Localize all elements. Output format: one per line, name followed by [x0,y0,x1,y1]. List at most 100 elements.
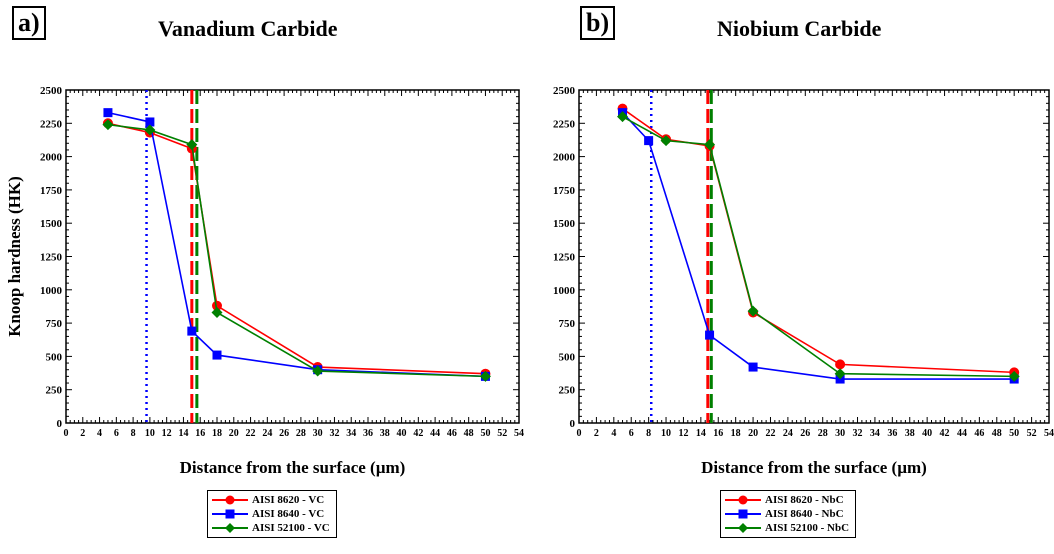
panel-title-b: Niobium Carbide [717,16,882,41]
x-tick-label: 42 [413,428,423,439]
legend-label: AISI 8620 - VC [252,494,325,506]
x-tick-label: 18 [212,428,222,439]
x-tick-label: 4 [97,428,102,439]
legend-swatch-diamond [212,523,248,533]
legend-label: AISI 52100 - NbC [765,522,850,534]
legend-item-8620: AISI 8620 - VC [212,493,330,507]
legend-label: AISI 8620 - NbC [765,494,844,506]
y-tick-label: 750 [559,318,576,330]
data-point [705,330,715,340]
data-point [212,300,222,311]
x-tick-label: 50 [480,428,490,439]
y-tick-label: 1000 [40,285,63,297]
y-tick-label: 0 [57,418,63,430]
legend-item-8640: AISI 8640 - NbC [725,507,849,521]
series-line [622,115,1015,378]
x-tick-label: 46 [974,428,984,439]
series-line [621,112,1015,380]
x-tick-label: 16 [713,428,723,439]
y-tick-label: 500 [46,351,63,363]
legend-a: AISI 8620 - VC AISI 8640 - VC AISI 52100… [207,490,337,538]
legend-item-8640: AISI 8640 - VC [212,507,330,521]
y-tick-label: 750 [46,318,63,330]
x-tick-label: 38 [905,428,915,439]
data-point [187,326,197,336]
series-line [622,107,1015,374]
x-tick-label: 24 [262,428,272,439]
x-tick-label: 32 [329,428,339,439]
x-tick-label: 10 [661,428,671,439]
y-tick-label: 2000 [40,152,63,164]
series-line [107,111,486,378]
x-tick-label: 12 [162,428,172,439]
legend-item-8620: AISI 8620 - NbC [725,493,849,507]
data-point [617,111,629,123]
data-point [704,139,716,151]
x-tick-label: 48 [464,428,474,439]
x-tick-label: 20 [748,428,758,439]
x-tick-label: 16 [195,428,205,439]
panel-b: b) Niobium Carbide 0 2 4 6 8 10 12 14 16 18 20 22 24… [527,0,1054,554]
x-tick-label: 28 [818,428,828,439]
y-axis-label: Knoop hardness (HK) [5,176,24,337]
y-tick-label: 0 [570,418,576,430]
x-tick-label: 28 [296,428,306,439]
x-tick-label: 8 [646,428,651,439]
x-tick-label: 50 [1009,428,1019,439]
data-point [145,117,155,127]
x-tick-label: 8 [131,428,136,439]
series-line [107,123,486,378]
legend-label: AISI 8640 - NbC [765,508,844,520]
legend-swatch-circle [212,495,248,505]
x-tick-label: 52 [497,428,507,439]
legend-swatch-square [725,509,761,519]
x-tick-label: 44 [430,428,440,439]
x-tick-label: 18 [731,428,741,439]
y-tick-label: 2000 [553,152,576,164]
x-tick-label: 36 [887,428,897,439]
x-tick-label: 6 [114,428,119,439]
x-tick-label: 26 [279,428,289,439]
x-tick-label: 48 [992,428,1002,439]
panel-label-a: a) [12,6,46,40]
x-tick-label: 20 [229,428,239,439]
x-tick-label: 0 [577,428,582,439]
x-tick-label: 30 [835,428,845,439]
legend-label: AISI 52100 - VC [252,522,330,534]
x-tick-label: 34 [346,428,356,439]
x-tick-label: 44 [957,428,967,439]
data-point [212,350,222,360]
data-point [644,136,654,146]
legend-item-52100: AISI 52100 - NbC [725,521,849,535]
y-tick-label: 2250 [553,118,576,130]
x-tick-label: 6 [629,428,634,439]
y-tick-label: 250 [559,385,576,397]
x-tick-label: 32 [853,428,863,439]
y-tick-label: 1250 [553,252,576,264]
data-point [1008,370,1020,382]
legend-swatch-circle [725,495,761,505]
y-tick-label: 2250 [40,118,63,130]
x-tick-label: 46 [447,428,457,439]
x-tick-label: 2 [80,428,85,439]
x-tick-label: 14 [178,428,188,439]
x-tick-label: 2 [594,428,599,439]
y-tick-label: 1250 [40,252,63,264]
y-tick-label: 1750 [553,185,576,197]
chart-vanadium-carbide: 0 2 4 6 8 10 12 14 16 18 20 22 24 26 28 30 32 34 36 38 40 42 4… [5,85,524,477]
x-tick-label: 34 [870,428,880,439]
x-tick-label: 4 [611,428,616,439]
x-tick-label: 22 [765,428,775,439]
x-tick-label: 54 [1044,428,1054,439]
x-tick-label: 22 [246,428,256,439]
x-tick-label: 0 [64,428,69,439]
data-point [102,119,114,131]
x-tick-label: 54 [514,428,524,439]
x-tick-label: 40 [922,428,932,439]
x-tick-label: 24 [783,428,793,439]
panel-title-a: Vanadium Carbide [158,16,338,41]
panel-label-b: b) [580,6,616,40]
x-axis-label: Distance from the surface (µm) [180,458,406,477]
legend-swatch-diamond [725,523,761,533]
data-point [660,135,672,147]
